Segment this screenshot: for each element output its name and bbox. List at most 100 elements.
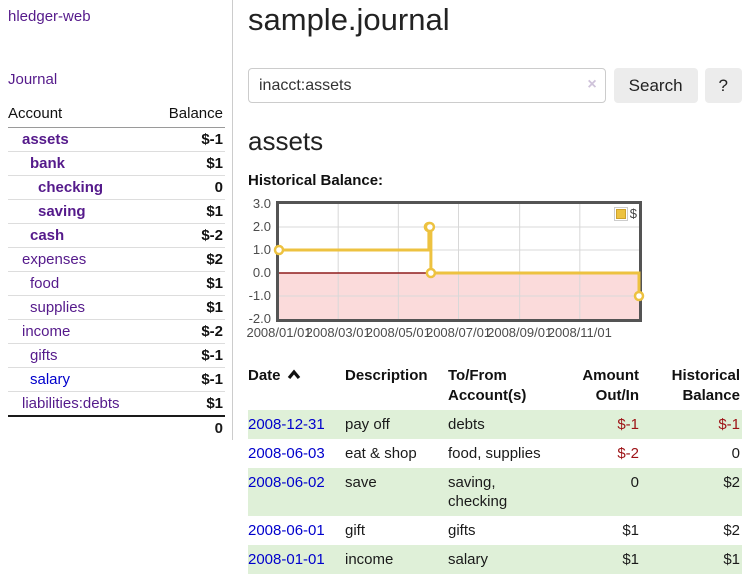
x-tick-label: 2008/05/01 (365, 325, 431, 340)
account-balance: $1 (152, 271, 225, 296)
register-accounts-cell: salary (448, 551, 489, 568)
register-description-cell: pay off (345, 416, 390, 433)
x-tick-label: 2008/09/01 (487, 325, 553, 340)
transaction-date-link[interactable]: 2008-06-01 (248, 522, 325, 539)
account-balance: $-2 (152, 223, 225, 248)
chart-legend: $ (613, 206, 637, 221)
account-name-cell: supplies (8, 295, 153, 320)
register-balance-cell: 0 (731, 445, 740, 462)
accounts-table: Account Balance assets $-1 bank $1 checking 0… (8, 105, 225, 440)
transaction-date-link[interactable]: 2008-12-31 (248, 416, 325, 433)
y-tick-label: 2.0 (252, 219, 271, 234)
sidebar: hledger-web Journal Account Balance asse… (0, 0, 233, 440)
account-balance: $-1 (152, 367, 225, 392)
account-link[interactable]: assets (22, 131, 69, 148)
account-link[interactable]: salary (30, 371, 71, 388)
register-row: 2008-06-03 eat & shop food, supplies $-2 0 (248, 439, 742, 468)
account-row: income $-2 (8, 319, 225, 344)
account-link[interactable]: bank (30, 155, 66, 172)
register-date-cell: 2008-06-03 (248, 439, 345, 468)
account-row: salary $-1 (8, 367, 225, 392)
accounts-total-row: 0 (8, 415, 225, 440)
register-header-date-label: Date (248, 367, 281, 384)
account-name-cell: saving (8, 199, 153, 224)
account-row: expenses $2 (8, 247, 225, 272)
account-row: assets $-1 (8, 128, 225, 152)
clear-search-icon[interactable]: × (587, 76, 597, 93)
account-balance: 0 (152, 175, 225, 200)
accounts-total-value: 0 (152, 415, 225, 440)
account-balance: $-1 (201, 131, 223, 148)
register-header-balance: Historical Balance (671, 367, 740, 404)
account-link[interactable]: checking (38, 179, 104, 196)
register-balance-cell: $1 (723, 551, 740, 568)
register-row: 2008-06-02 save saving, checking 0 $2 (248, 468, 742, 516)
account-balance: $1 (152, 151, 225, 176)
y-tick-label: 1.0 (252, 242, 271, 257)
y-tick-label: 3.0 (252, 196, 271, 211)
account-name-cell: bank (8, 151, 153, 176)
transaction-date-link[interactable]: 2008-06-03 (248, 445, 325, 462)
account-name-cell: expenses (8, 247, 153, 272)
account-name-cell: checking (8, 175, 153, 200)
register-balance-cell: $-1 (718, 416, 740, 433)
account-balance: $-2 (152, 319, 225, 344)
account-row: checking 0 (8, 175, 225, 200)
transaction-date-link[interactable]: 2008-06-02 (248, 474, 325, 491)
register-date-cell: 2008-06-02 (248, 468, 345, 516)
account-balance: $-1 (152, 343, 225, 368)
register-description-cell: eat & shop (345, 445, 417, 462)
search-input-wrap: × (248, 68, 606, 103)
register-header-amount: Amount Out/In (582, 367, 639, 404)
accounts-total-spacer (8, 415, 153, 440)
account-name-cell: gifts (8, 343, 153, 368)
register-accounts-cell: food, supplies (448, 445, 541, 462)
account-link[interactable]: saving (38, 203, 86, 220)
register-header-row: Date Description To/From Account(s) Amou… (248, 366, 742, 410)
account-name-cell: cash (8, 223, 153, 248)
sort-ascending-icon (287, 369, 300, 380)
help-button[interactable]: ? (704, 68, 742, 103)
account-link[interactable]: expenses (22, 251, 87, 268)
search-form: × Search ? (248, 68, 742, 103)
y-tick-label: -1.0 (248, 288, 271, 303)
x-tick-label: 2008/03/01 (305, 325, 371, 340)
account-name-cell: liabilities:debts (8, 391, 153, 416)
register-balance-cell: $2 (723, 474, 740, 491)
main-content: sample.journal × Search ? assets Histori… (246, 0, 742, 574)
account-balance: $2 (152, 247, 225, 272)
historical-balance-chart: 3.0 2.0 1.0 0.0 -1.0 -2.0 $ 2008/01/01 2008/03… (246, 196, 742, 347)
account-link[interactable]: income (22, 323, 71, 340)
chart-title: Historical Balance: (248, 172, 384, 189)
register-balance-cell: $2 (723, 522, 740, 539)
register-header-description: Description (345, 367, 428, 384)
register-header-date[interactable]: Date (248, 366, 345, 410)
register-date-cell: 2008-12-31 (248, 410, 345, 439)
legend-swatch (613, 206, 628, 221)
x-tick-label: 2008/11/01 (547, 325, 612, 340)
account-link[interactable]: liabilities:debts (22, 395, 120, 412)
account-row: liabilities:debts $1 (8, 391, 225, 416)
chart-canvas (273, 204, 645, 319)
register-table: Date Description To/From Account(s) Amou… (248, 366, 742, 574)
account-link[interactable]: gifts (30, 347, 58, 364)
account-link[interactable]: supplies (30, 299, 86, 316)
account-row: supplies $1 (8, 295, 225, 320)
sidebar-item-journal[interactable]: Journal (8, 71, 58, 88)
account-link[interactable]: food (30, 275, 60, 292)
search-input[interactable] (248, 68, 606, 103)
register-date-cell: 2008-01-01 (248, 545, 345, 574)
search-button[interactable]: Search (613, 68, 698, 103)
register-amount-cell: 0 (630, 474, 639, 491)
account-row: gifts $-1 (8, 343, 225, 368)
account-link[interactable]: cash (30, 227, 65, 244)
register-header-accounts: To/From Account(s) (448, 367, 527, 404)
register-amount-cell: $-2 (617, 445, 639, 462)
y-tick-label: 0.0 (252, 265, 271, 280)
account-balance: $1 (152, 391, 225, 416)
x-tick-label: 2008/01/01 (246, 325, 312, 340)
transaction-date-link[interactable]: 2008-01-01 (248, 551, 325, 568)
brand-link[interactable]: hledger-web (8, 8, 91, 25)
account-balance: $1 (152, 295, 225, 320)
chart-plot-area: $ (273, 201, 645, 322)
